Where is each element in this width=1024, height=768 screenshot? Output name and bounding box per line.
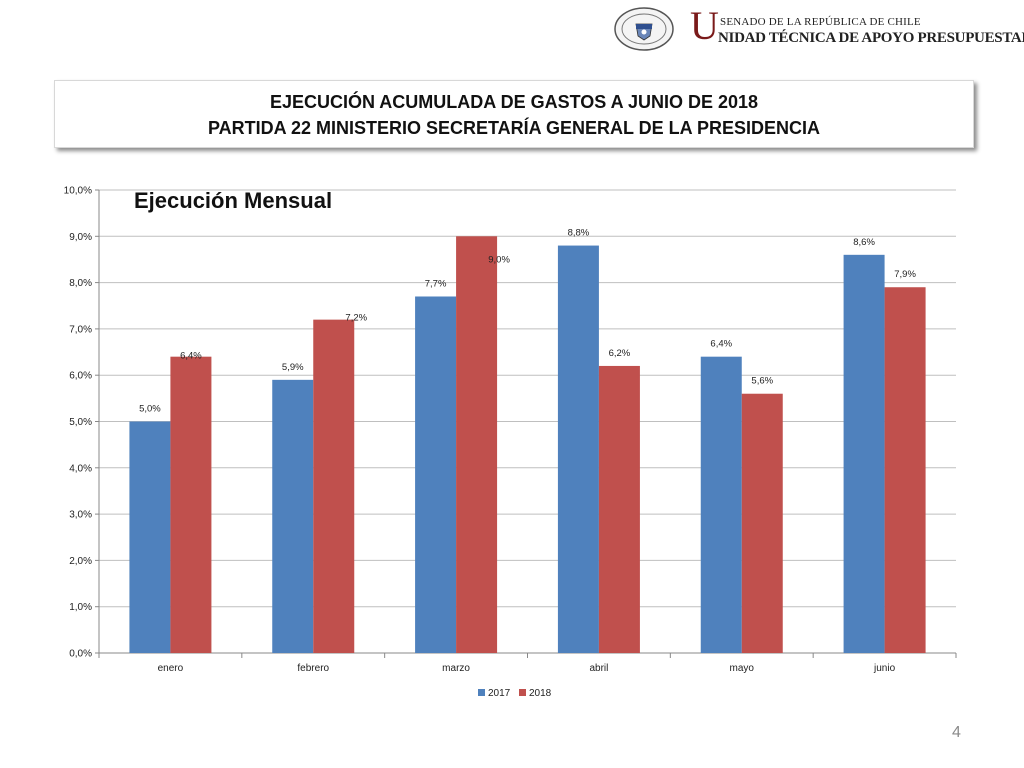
x-tick-label: abril xyxy=(589,663,608,674)
unit-name: NIDAD TÉCNICA DE APOYO PRESUPUESTARIO xyxy=(718,30,1024,46)
bar-chart: 0,0% 1,0% 2,0% 3,0% 4,0% 5,0% 6,0% 7,0% 8,0% 9,0%… xyxy=(64,186,957,699)
page-number: 4 xyxy=(952,724,961,741)
unit-org-name: SENADO DE LA REPÚBLICA DE CHILE xyxy=(720,16,921,28)
data-label: 6,4% xyxy=(710,339,732,350)
bar-2017-junio xyxy=(843,254,885,653)
y-tick-label: 7,0% xyxy=(69,324,92,335)
bar-2018-mayo xyxy=(741,393,783,653)
bar-2017-abril xyxy=(557,245,599,653)
x-tick-label: marzo xyxy=(442,663,470,674)
legend-label-2017: 2017 xyxy=(488,688,511,699)
y-tick-label: 9,0% xyxy=(69,232,92,243)
data-label: 7,9% xyxy=(894,269,916,280)
y-tick-label: 0,0% xyxy=(69,649,92,660)
data-label: 5,9% xyxy=(282,362,304,373)
data-label: 5,0% xyxy=(139,404,161,415)
bar-2017-febrero xyxy=(272,379,314,653)
chart-container: 0,0% 1,0% 2,0% 3,0% 4,0% 5,0% 6,0% 7,0% 8,0% 9,0%… xyxy=(0,170,1024,710)
data-label: 9,0% xyxy=(488,254,510,265)
x-tick-label: junio xyxy=(873,663,896,674)
bar-2018-enero xyxy=(170,356,212,653)
bar-2018-marzo xyxy=(456,236,498,654)
data-label: 7,7% xyxy=(425,278,447,289)
legend-label-2018: 2018 xyxy=(529,688,552,699)
senate-seal-icon xyxy=(614,7,674,51)
x-tick-label: febrero xyxy=(297,663,329,674)
data-label: 8,8% xyxy=(568,228,590,239)
y-tick-label: 10,0% xyxy=(64,186,92,197)
y-tick-label: 5,0% xyxy=(69,417,92,428)
slide-title-line1: EJECUCIÓN ACUMULADA DE GASTOS A JUNIO DE… xyxy=(269,92,759,112)
bar-2018-abril xyxy=(598,365,640,653)
chart-title: Ejecución Mensual xyxy=(134,188,332,213)
x-tick-label: enero xyxy=(158,663,184,674)
bar-2018-junio xyxy=(884,287,926,653)
y-tick-label: 4,0% xyxy=(69,463,92,474)
y-tick-label: 3,0% xyxy=(69,510,92,521)
y-tick-label: 6,0% xyxy=(69,371,92,382)
unit-initial: U xyxy=(690,3,719,48)
bar-2018-febrero xyxy=(313,319,355,653)
data-label: 6,2% xyxy=(609,348,631,359)
y-tick-label: 2,0% xyxy=(69,556,92,567)
unit-wordmark: U SENADO DE LA REPÚBLICA DE CHILE NIDAD … xyxy=(690,6,1024,50)
y-tick-label: 8,0% xyxy=(69,278,92,289)
data-label: 7,2% xyxy=(345,313,367,324)
bar-2017-enero xyxy=(129,421,171,653)
legend-swatch-2017 xyxy=(478,689,485,696)
data-label: 5,6% xyxy=(751,376,773,387)
slide-title-line2: PARTIDA 22 MINISTERIO SECRETARÍA GENERAL… xyxy=(207,118,821,138)
x-tick-label: mayo xyxy=(730,663,755,674)
legend-swatch-2018 xyxy=(519,689,526,696)
data-label: 6,4% xyxy=(180,351,202,362)
slide-title-box: EJECUCIÓN ACUMULADA DE GASTOS A JUNIO DE… xyxy=(54,80,974,148)
bar-2017-mayo xyxy=(700,356,742,653)
y-tick-label: 1,0% xyxy=(69,602,92,613)
senate-seal-logo xyxy=(612,6,676,52)
bar-2017-marzo xyxy=(415,296,457,653)
data-label: 8,6% xyxy=(853,237,875,248)
